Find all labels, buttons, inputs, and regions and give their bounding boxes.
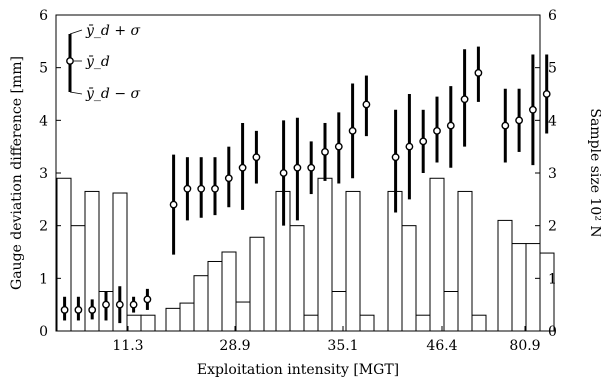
y-axis-title-left: Gauge deviation difference [mm] [9, 56, 25, 290]
legend-mean-marker [66, 57, 74, 65]
mean-marker [474, 69, 483, 77]
mean-marker [88, 306, 97, 314]
mean-marker [293, 163, 302, 172]
mean-marker [183, 184, 192, 193]
sample-size-bar [235, 301, 251, 332]
mean-marker [362, 100, 371, 109]
mean-marker [143, 295, 152, 304]
legend-mean-label: ȳ_d [85, 54, 110, 70]
x-tick-label: 46.4 [426, 338, 457, 354]
x-axis-title: Exploitation intensity [MGT] [197, 362, 399, 378]
legend-upper-label: ȳ_d + σ [85, 23, 141, 39]
sample-size-bar [457, 190, 473, 332]
mean-marker [433, 126, 441, 135]
y-tick-label-left: 5 [39, 61, 48, 77]
error-bars [60, 46, 551, 324]
sample-size-bar [289, 225, 305, 332]
y-tick-label-right: 5 [548, 61, 557, 77]
y-tick-label-left: 3 [39, 166, 48, 182]
mean-marker [279, 169, 288, 177]
y-tick-label-left: 0 [39, 324, 48, 340]
y-tick-label-right: 0 [548, 324, 557, 340]
mean-marker [515, 116, 523, 125]
mean-marker [238, 163, 247, 172]
legend-leader-top [69, 29, 83, 35]
mean-marker [211, 184, 219, 193]
sample-size-bar [126, 314, 142, 332]
sample-size-bar [511, 243, 527, 332]
sample-size-bar [249, 236, 265, 332]
y-axis-title-right: Sample size 10² N [587, 108, 601, 237]
tick-labels: 0 0 1 1 2 2 3 3 4 4 5 5 6 6 11.3 28.9 35.1 46.4 80.9 [39, 8, 557, 354]
mean-marker [542, 90, 551, 98]
y-tick-label-right: 4 [548, 113, 557, 129]
mean-marker [391, 153, 400, 162]
sample-size-bar [497, 219, 513, 332]
x-tick-label: 11.3 [112, 338, 143, 354]
sample-size-bar [471, 314, 487, 332]
mean-marker [102, 300, 110, 309]
sample-size-bar [179, 302, 195, 332]
sample-size-bar [303, 314, 319, 332]
axes [55, 14, 541, 332]
sample-size-bar [539, 252, 555, 332]
mean-marker [224, 174, 233, 183]
y-tick-label-right: 1 [548, 271, 557, 287]
x-tick-label: 80.9 [509, 338, 540, 354]
x-tick-label: 35.1 [327, 338, 358, 354]
mean-marker [529, 105, 537, 114]
mean-marker [405, 142, 414, 151]
y-tick-label-left: 4 [39, 113, 48, 129]
legend-lower-label: ȳ_d − σ [85, 86, 141, 102]
y-tick-label-left: 6 [39, 8, 48, 24]
mean-marker [169, 200, 178, 209]
mean-marker [197, 184, 206, 193]
mean-marker [252, 153, 261, 162]
mean-marker [334, 142, 343, 151]
sample-size-bar [140, 314, 156, 332]
sample-size-bar [345, 190, 361, 332]
mean-marker [460, 95, 469, 104]
mean-marker [74, 306, 83, 314]
legend-leader-bottom [69, 91, 83, 95]
y-tick-label-left: 2 [39, 219, 48, 235]
y-tick-label-right: 2 [548, 219, 557, 235]
sample-size-bar [331, 291, 347, 332]
x-tick-label: 28.9 [219, 338, 250, 354]
mean-marker [129, 300, 138, 309]
sample-size-bar [415, 314, 431, 332]
sample-size-bars [56, 177, 555, 332]
mean-marker [115, 300, 124, 309]
mean-marker [348, 126, 357, 135]
sample-size-bar [165, 307, 181, 332]
y-tick-label-left: 1 [39, 271, 48, 287]
sample-size-bar [359, 314, 375, 332]
mean-marker [419, 137, 428, 146]
sample-size-bar [221, 251, 237, 332]
sample-size-bar [525, 243, 541, 332]
mean-marker [501, 121, 510, 130]
sample-size-bar [401, 225, 417, 332]
sample-size-bar [317, 177, 333, 332]
y-tick-label-right: 6 [548, 8, 557, 24]
mean-marker [446, 121, 455, 130]
mean-marker [60, 306, 69, 314]
sample-size-bar [207, 260, 223, 332]
y-tick-label-right: 3 [548, 166, 557, 182]
mean-marker [321, 148, 329, 156]
sample-size-bar [443, 291, 459, 332]
sample-size-bar [193, 275, 209, 332]
sample-size-bar [429, 177, 445, 332]
mean-marker [307, 163, 316, 172]
legend: ȳ_d + σ ȳ_d ȳ_d − σ [66, 23, 141, 102]
